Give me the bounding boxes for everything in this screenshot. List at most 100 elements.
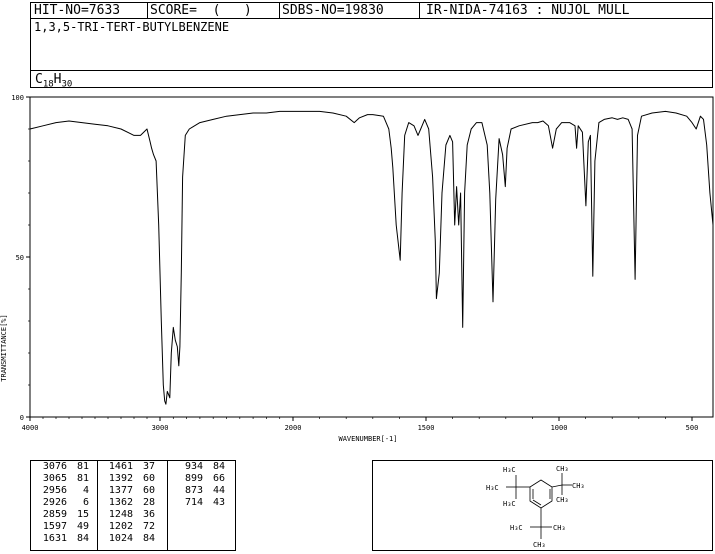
x-tick-label: 4000 (22, 424, 39, 432)
h3c-top-label: H₃C (503, 466, 516, 474)
peak-row: 3076 81 (37, 461, 89, 473)
ch3-tail-label: CH₃ (533, 541, 546, 549)
peak-transmittance: 66 (212, 473, 225, 484)
h3c-left-label: H₃C (486, 484, 499, 492)
peak-wavenumber: 3076 (42, 461, 67, 472)
peak-transmittance: 37 (142, 461, 155, 472)
peak-row: 3065 81 (37, 473, 89, 485)
structure-panel: H₃C CH₃ H₃C CH₃ H₃C CH₃ H₃C CH₃ CH₃ (372, 460, 713, 551)
peak-row: 1024 84 (103, 533, 155, 545)
peak-row: 2859 15 (37, 509, 89, 521)
peak-row: 1202 72 (103, 521, 155, 533)
peak-transmittance: 43 (212, 497, 225, 508)
peak-wavenumber: 1248 (108, 509, 133, 520)
peak-transmittance: 28 (142, 497, 155, 508)
peak-transmittance: 4 (82, 485, 89, 496)
peak-wavenumber: 1202 (108, 521, 133, 532)
chart-axes (29, 96, 714, 418)
peak-row: 1362 28 (103, 497, 155, 509)
sdbs-number: SDBS-NO=19830 (282, 3, 384, 18)
x-tick-label: 500 (686, 424, 699, 432)
peak-wavenumber: 1392 (108, 473, 133, 484)
spectrum-header: HIT-NO=7633 SCORE= ( ) SDBS-NO=19830 IR-… (30, 2, 713, 90)
peak-wavenumber: 1362 (108, 497, 133, 508)
y-tick-label: 0 (20, 414, 24, 422)
peak-wavenumber: 1461 (108, 461, 133, 472)
peak-transmittance: 15 (76, 509, 89, 520)
formula-c-symbol: C (35, 72, 43, 87)
peak-wavenumber: 1024 (108, 533, 133, 544)
peak-column-divider (167, 461, 168, 550)
peak-wavenumber: 899 (184, 473, 203, 484)
peak-row: 1631 84 (37, 533, 89, 545)
peak-wavenumber: 1377 (108, 485, 133, 496)
peak-transmittance: 84 (212, 461, 225, 472)
peak-wavenumber: 2926 (42, 497, 67, 508)
peak-column: 934 84 899 66 873 44 714 43 (173, 461, 225, 550)
formula-divider (31, 70, 712, 71)
spectrum-line (29, 110, 714, 405)
peak-row: 1461 37 (103, 461, 155, 473)
header-divider (419, 3, 420, 18)
ir-spectrum-chart: 4000 3000 2000 1500 1000 500 0 50 100 WAVENUMBER… (0, 94, 714, 443)
peak-transmittance: 81 (76, 461, 89, 472)
h3c-bottom-label: H₃C (510, 524, 523, 532)
x-tick-label: 2000 (285, 424, 302, 432)
peak-wavenumber: 2956 (42, 485, 67, 496)
peak-wavenumber: 1597 (42, 521, 67, 532)
ir-sample-id: IR-NIDA-74163 : NUJOL MULL (426, 3, 630, 18)
formula-c-count: 18 (42, 79, 54, 90)
peak-row: 714 43 (173, 497, 225, 509)
y-tick-label: 100 (11, 94, 24, 102)
peak-column-divider (97, 461, 98, 550)
peak-table: 3076 81 3065 81 2956 4 2926 6 2859 15 1597 49 1631 84… (30, 460, 236, 551)
peak-wavenumber: 1631 (42, 533, 67, 544)
molecular-formula: C18H30 (35, 72, 72, 90)
ch3-low-label: CH₃ (556, 496, 569, 504)
peak-transmittance: 84 (142, 533, 155, 544)
peak-transmittance: 84 (76, 533, 89, 544)
x-tick-label: 3000 (152, 424, 169, 432)
header-divider (147, 3, 148, 18)
peak-row: 1597 49 (37, 521, 89, 533)
peak-transmittance: 49 (76, 521, 89, 532)
peak-row: 1392 60 (103, 473, 155, 485)
y-tick-label: 50 (16, 254, 24, 262)
ch3-bottom-label: CH₃ (553, 524, 566, 532)
peak-wavenumber: 3065 (42, 473, 67, 484)
x-tick-label: 1500 (418, 424, 435, 432)
compound-name: 1,3,5-TRI-TERT-BUTYLBENZENE (34, 20, 230, 34)
formula-h-symbol: H (53, 72, 62, 87)
molecular-structure: H₃C CH₃ H₃C CH₃ H₃C CH₃ H₃C CH₃ CH₃ (486, 465, 585, 549)
substituent-bonds (506, 473, 572, 539)
ch3-right-label: CH₃ (572, 482, 585, 490)
spectrum-series (29, 110, 714, 405)
ch3-top-label: CH₃ (556, 465, 569, 473)
peak-transmittance: 60 (142, 473, 155, 484)
peak-row: 1248 36 (103, 509, 155, 521)
peak-column: 1461 37 1392 60 1377 60 1362 28 1248 36 1202 72 1024… (103, 461, 155, 550)
peak-wavenumber: 714 (184, 497, 203, 508)
peak-row: 2926 6 (37, 497, 89, 509)
hit-number: HIT-NO=7633 (34, 3, 121, 18)
peak-row: 2956 4 (37, 485, 89, 497)
score: SCORE= ( ) (150, 3, 252, 18)
header-id-row: HIT-NO=7633 SCORE= ( ) SDBS-NO=19830 IR-… (31, 3, 712, 19)
x-tick-label: 1000 (551, 424, 568, 432)
peak-column: 3076 81 3065 81 2956 4 2926 6 2859 15 1597 49 1631 84 (37, 461, 89, 550)
formula-h-count: 30 (61, 79, 73, 90)
header-divider (279, 3, 280, 18)
peak-transmittance: 36 (142, 509, 155, 520)
x-axis-label: WAVENUMBER[-1] (338, 435, 397, 443)
y-axis-label: TRANSMITTANCE[%] (0, 314, 8, 381)
peak-row: 899 66 (173, 473, 225, 485)
h3c-low-label: H₃C (503, 500, 516, 508)
plot-frame (29, 96, 714, 418)
benzene-ring (529, 479, 553, 509)
chart-ticks: 4000 3000 2000 1500 1000 500 0 50 100 (11, 94, 698, 432)
peak-row: 934 84 (173, 461, 225, 473)
peak-wavenumber: 934 (184, 461, 203, 472)
peak-transmittance: 60 (142, 485, 155, 496)
peak-transmittance: 72 (142, 521, 155, 532)
peak-row: 873 44 (173, 485, 225, 497)
